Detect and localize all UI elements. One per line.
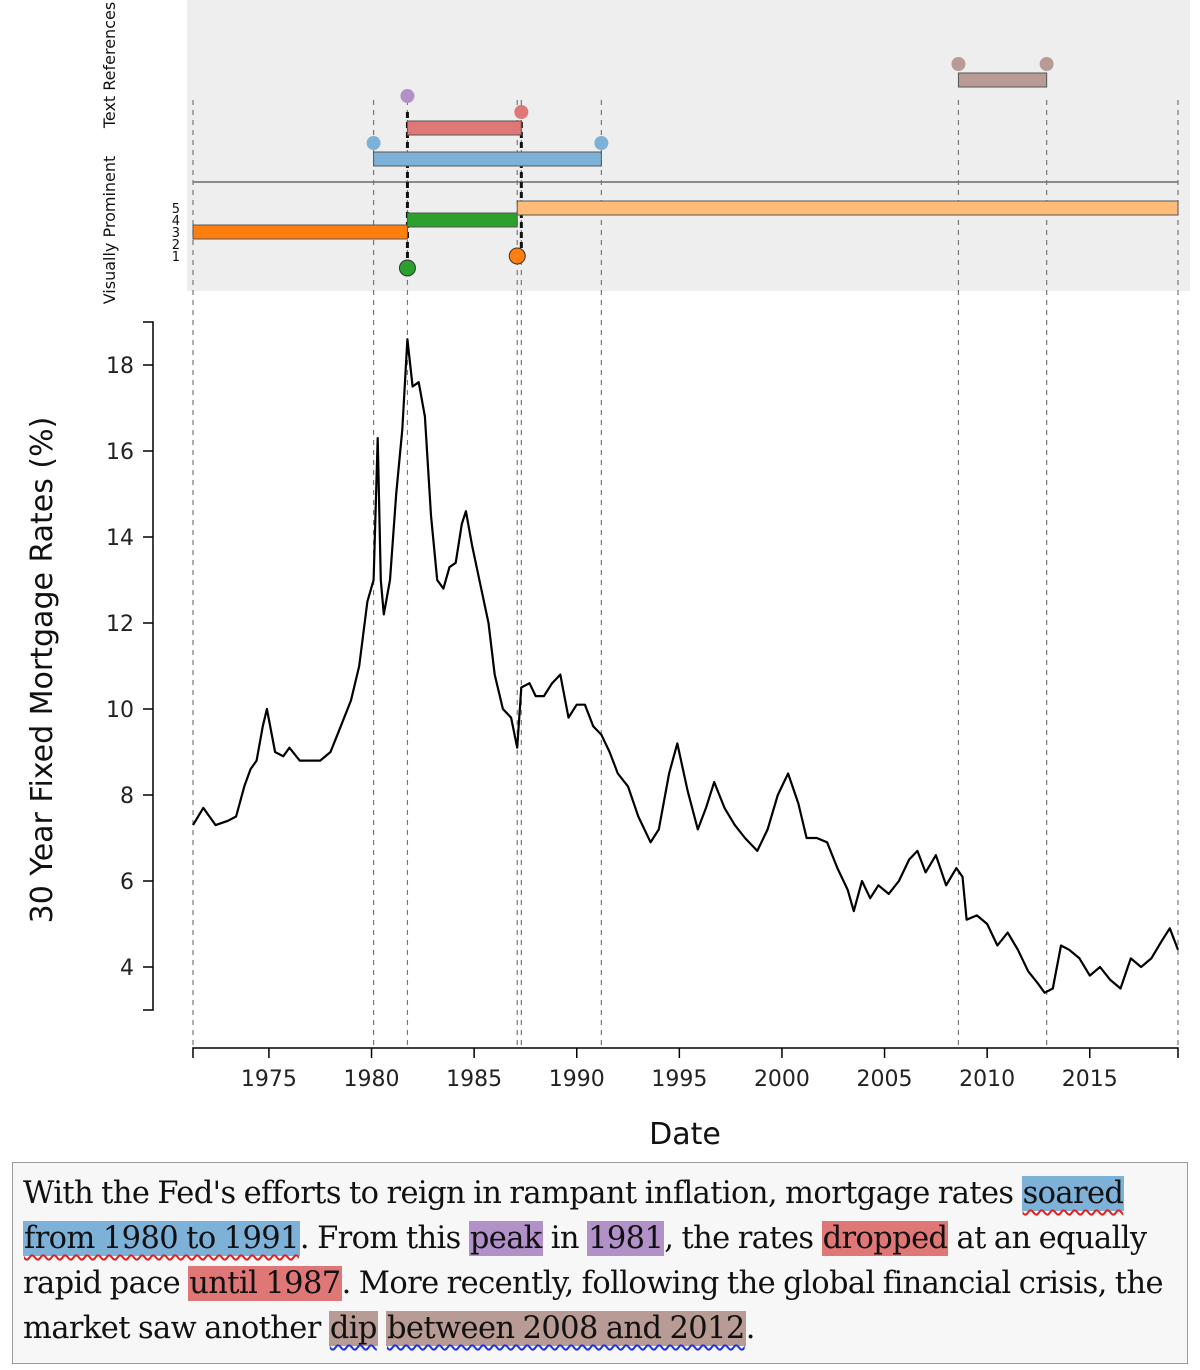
- text-ref-point: [400, 89, 415, 103]
- caption-segment: .: [745, 1311, 756, 1346]
- x-tick-label: 1985: [446, 1067, 502, 1092]
- x-axis-title: Date: [649, 1117, 721, 1152]
- prominent-bar: [516, 200, 1179, 216]
- x-tick-label: 2015: [1062, 1067, 1118, 1092]
- guide-lines: [192, 100, 1179, 1045]
- text-ref-bar: [957, 72, 1048, 88]
- caption-highlight: between 2008 and 2012: [385, 1311, 746, 1346]
- text-ref-start-point: [951, 57, 966, 71]
- caption-highlight: dropped: [821, 1221, 949, 1256]
- caption-segment: , the rates: [664, 1221, 822, 1256]
- caption-segment: . From this: [299, 1221, 469, 1256]
- caption-text: With the Fed's efforts to reign in rampa…: [12, 1162, 1188, 1364]
- x-axis-line: [192, 1047, 1179, 1058]
- level-label-5: 5: [172, 202, 180, 217]
- text-ref-bar: [373, 151, 602, 167]
- level-label-2: 2: [172, 238, 180, 253]
- caption-segment: in: [542, 1221, 588, 1256]
- level-label-1: 1: [172, 250, 180, 265]
- caption-segment: With the Fed's efforts to reign in rampa…: [23, 1176, 1022, 1211]
- caption-highlight: soared: [1021, 1176, 1125, 1211]
- caption-segment: . More recently, following the global fi…: [23, 1266, 1164, 1346]
- caption-highlight: from 1980 to 1991: [23, 1221, 300, 1256]
- text-ref-end-point: [1039, 57, 1054, 71]
- level-label-4: 4: [172, 214, 180, 229]
- x-tick-label: 1980: [344, 1067, 400, 1092]
- visually-prominent-label: Visually Prominent: [100, 156, 119, 305]
- y-tick-label: 14: [106, 526, 134, 551]
- prominent-bar: [406, 212, 518, 228]
- caption-highlight: 1981: [587, 1221, 665, 1256]
- level-label-3: 3: [172, 226, 180, 241]
- caption-segment: [378, 1311, 386, 1346]
- annotation-tracks: [192, 57, 1179, 277]
- y-axis-line: [143, 321, 154, 1011]
- prominent-point: [398, 259, 416, 277]
- caption-segment: at an equally rapid pace: [23, 1221, 1147, 1301]
- x-tick-label: 1995: [651, 1067, 707, 1092]
- y-tick-label: 8: [120, 784, 134, 809]
- x-tick-label: 1975: [241, 1067, 297, 1092]
- y-tick-label: 6: [120, 870, 134, 895]
- mortgage-rate-line: [192, 338, 1180, 994]
- x-tick-label: 2000: [754, 1067, 810, 1092]
- x-axis: 1975 1980 1985 1990 1995 2000 2005 2010 2015: [192, 1047, 1179, 1092]
- caption-highlight: dip: [328, 1311, 378, 1346]
- caption-highlight: peak: [468, 1221, 543, 1256]
- y-tick-label: 16: [106, 440, 134, 465]
- text-ref-end-point: [514, 105, 529, 119]
- text-ref-end-point: [594, 136, 609, 150]
- x-tick-label: 1990: [549, 1067, 605, 1092]
- y-tick-label: 10: [106, 698, 134, 723]
- caption-highlight: until 1987: [188, 1266, 342, 1301]
- prominent-point: [508, 247, 526, 265]
- annotation-track-background: [187, 0, 1190, 291]
- y-axis-title: 30 Year Fixed Mortgage Rates (%): [25, 417, 60, 924]
- mortgage-rate-chart: Text References Visually Prominent 54321…: [25, 0, 1190, 1152]
- y-tick-label: 4: [120, 956, 134, 981]
- x-tick-label: 2010: [959, 1067, 1015, 1092]
- y-tick-label: 12: [106, 612, 134, 637]
- y-tick-label: 18: [106, 354, 134, 379]
- y-axis: 4 6 8 10 12 14 16 18: [106, 321, 154, 1011]
- prominent-bar: [192, 224, 408, 240]
- x-tick-label: 2005: [857, 1067, 913, 1092]
- text-references-label: Text References: [100, 2, 119, 129]
- text-ref-bar: [406, 120, 522, 136]
- text-ref-start-point: [366, 136, 381, 150]
